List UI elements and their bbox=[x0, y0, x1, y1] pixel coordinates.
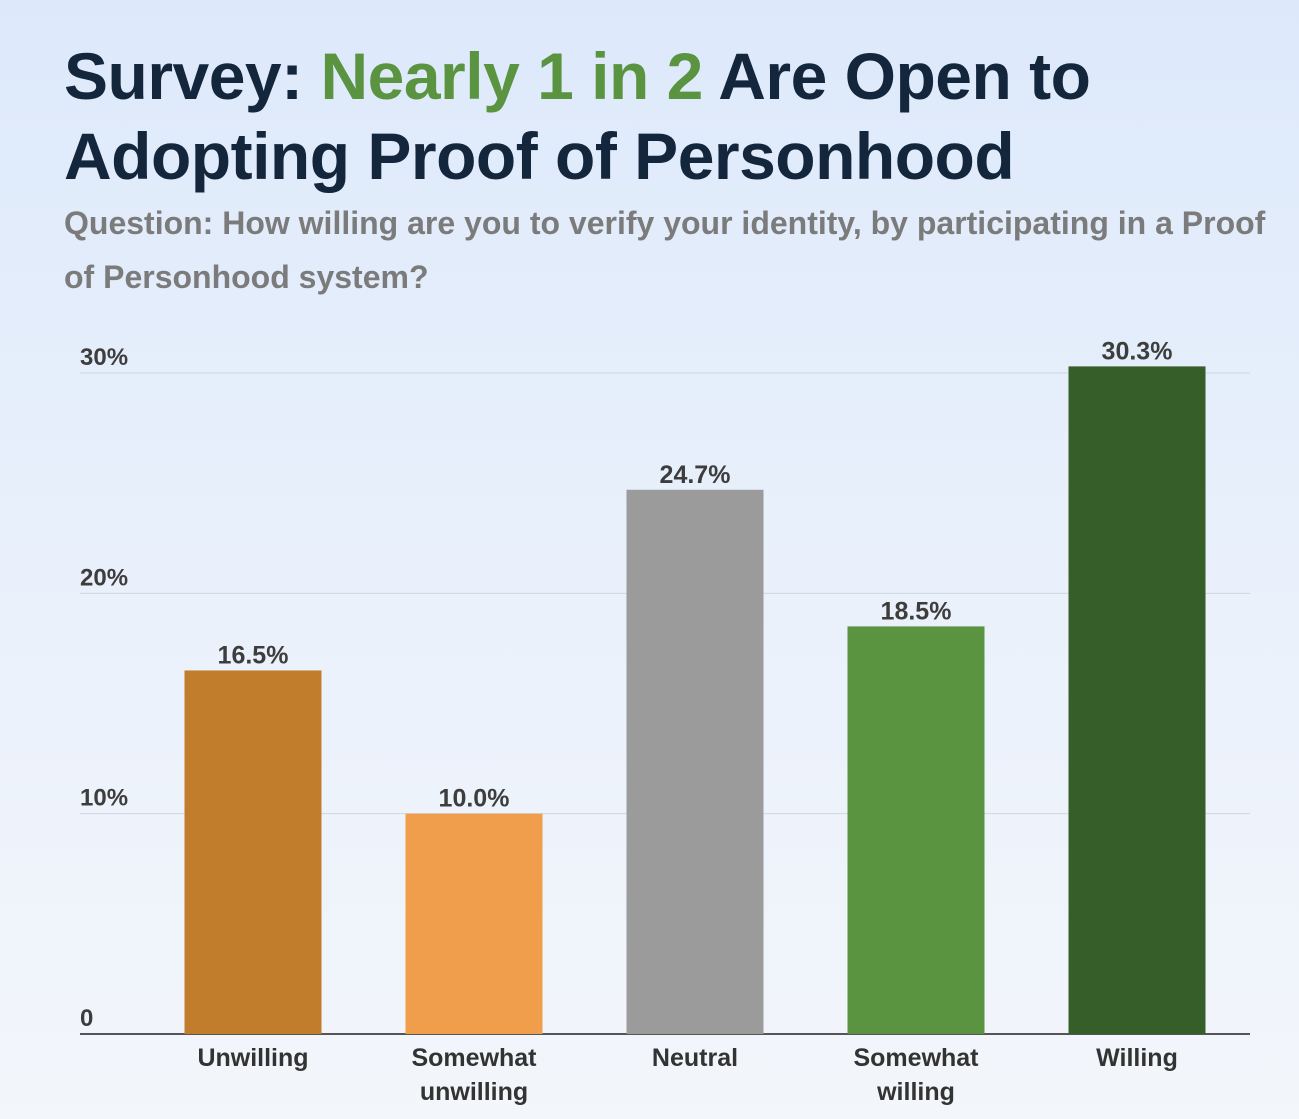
y-tick-label: 20% bbox=[80, 564, 128, 591]
data-label: 30.3% bbox=[1102, 337, 1173, 365]
chart-subtitle: Question: How willing are you to verify … bbox=[64, 205, 1266, 295]
x-tick-label-line: Somewhat bbox=[853, 1044, 979, 1072]
bar-willing bbox=[1068, 366, 1206, 1034]
x-tick-label: Neutral bbox=[652, 1044, 738, 1072]
bar-somewhat-willing bbox=[847, 626, 985, 1034]
title-highlight: Nearly 1 in 2 bbox=[320, 39, 703, 113]
x-tick-label: Somewhat unwilling bbox=[411, 1044, 537, 1106]
data-label: 10.0% bbox=[439, 785, 510, 813]
y-tick-label: 30% bbox=[80, 344, 128, 371]
y-tick-label: 0 bbox=[80, 1005, 93, 1032]
x-tick-label-line: willing bbox=[876, 1078, 955, 1106]
data-label: 24.7% bbox=[660, 461, 731, 489]
x-tick-label-line: Somewhat bbox=[411, 1044, 537, 1072]
bar-unwilling bbox=[184, 670, 322, 1034]
title-suffix: Are Open to Adopting Proof of Personhood bbox=[64, 39, 1091, 193]
bar-somewhat-unwilling bbox=[405, 813, 543, 1034]
x-tick-label-line: Willing bbox=[1096, 1044, 1178, 1072]
data-label: 16.5% bbox=[218, 641, 289, 669]
x-tick-label-line: unwilling bbox=[420, 1078, 528, 1106]
x-tick-label-line: Neutral bbox=[652, 1044, 738, 1072]
x-tick-label-line: Unwilling bbox=[197, 1044, 308, 1072]
data-label: 18.5% bbox=[881, 597, 952, 625]
x-tick-label: Somewhat willing bbox=[853, 1044, 979, 1106]
chart-title: Survey: Nearly 1 in 2 Are Open to Adopti… bbox=[64, 36, 1264, 196]
title-prefix: Survey: bbox=[64, 39, 321, 113]
x-tick-label: Unwilling bbox=[197, 1044, 308, 1072]
x-tick-label: Willing bbox=[1096, 1044, 1178, 1072]
bar-neutral bbox=[626, 489, 764, 1034]
y-tick-label: 10% bbox=[80, 785, 128, 812]
